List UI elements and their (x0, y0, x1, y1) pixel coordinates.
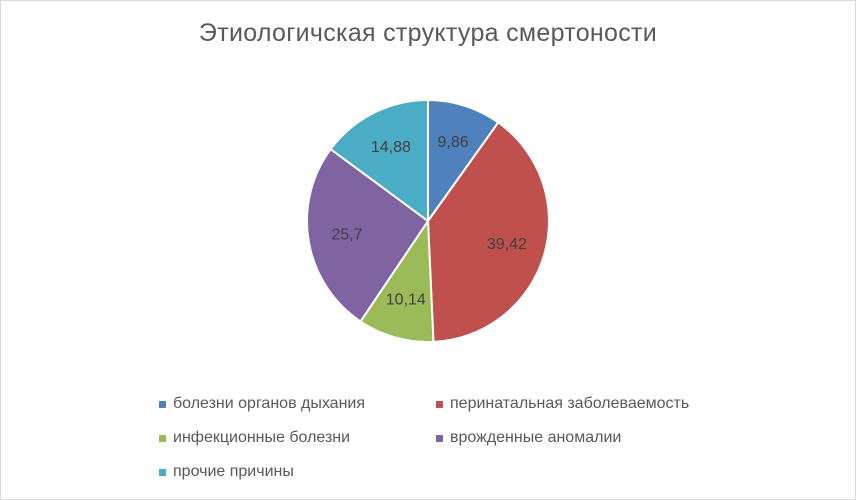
legend-label-congenital: врожденные аномалии (450, 429, 622, 446)
legend-label-respiratory: болезни органов дыхания (173, 395, 365, 412)
legend-item-congenital: врожденные аномалии (436, 429, 621, 447)
pie-slice-perinatal (427, 121, 550, 343)
legend-swatch-perinatal (436, 400, 443, 408)
data-label-congenital: 25,7 (331, 227, 362, 244)
pie-slice-infectious (359, 220, 435, 343)
legend-swatch-infectious (159, 434, 166, 442)
legend-swatch-congenital (436, 434, 443, 442)
pie-slice-respiratory (427, 99, 500, 222)
legend-item-perinatal: перинатальная заболеваемость (436, 395, 689, 413)
data-label-perinatal: 39,42 (487, 236, 527, 253)
legend-label-infectious: инфекционные болезни (173, 429, 351, 446)
legend-swatch-other (159, 468, 166, 476)
legend-label-perinatal: перинатальная заболеваемость (450, 395, 690, 412)
data-label-infectious: 10,14 (386, 292, 426, 309)
legend-label-other: прочие причины (173, 463, 294, 480)
chart-title: Этиологичская структура смертоности (198, 19, 658, 47)
data-label-respiratory: 9,86 (438, 134, 469, 151)
pie-slice-congenital (306, 148, 429, 323)
legend-item-other: прочие причины (159, 463, 294, 481)
data-label-other: 14,88 (371, 139, 411, 156)
legend-swatch-respiratory (159, 400, 166, 408)
legend-item-infectious: инфекционные болезни (159, 429, 350, 447)
legend-item-respiratory: болезни органов дыхания (159, 395, 365, 413)
pie-slice-other (329, 99, 429, 222)
